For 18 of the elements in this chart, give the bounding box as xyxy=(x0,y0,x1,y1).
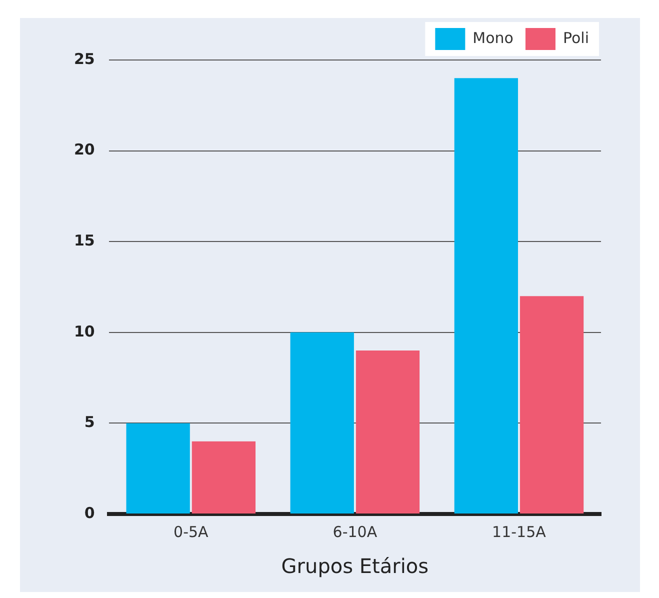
bar xyxy=(520,296,584,514)
bar xyxy=(290,332,354,514)
y-tick-label: 20 xyxy=(74,140,95,159)
x-tick-label: 6-10A xyxy=(332,522,378,541)
bar xyxy=(454,78,518,514)
bar xyxy=(356,350,420,514)
bar xyxy=(126,423,190,514)
y-tick-label: 10 xyxy=(74,322,95,340)
x-tick-label: 11-15A xyxy=(492,522,547,541)
legend-label: Mono xyxy=(472,28,514,47)
y-tick-label: 5 xyxy=(84,413,95,432)
x-axis-title: Grupos Etários xyxy=(281,554,429,578)
bar xyxy=(192,441,256,514)
y-tick-label: 15 xyxy=(74,231,95,250)
y-tick-label: 0 xyxy=(84,504,95,522)
legend-label: Poli xyxy=(562,28,590,47)
y-tick-label: 25 xyxy=(74,50,95,68)
x-tick-label: 0-5A xyxy=(174,522,210,541)
